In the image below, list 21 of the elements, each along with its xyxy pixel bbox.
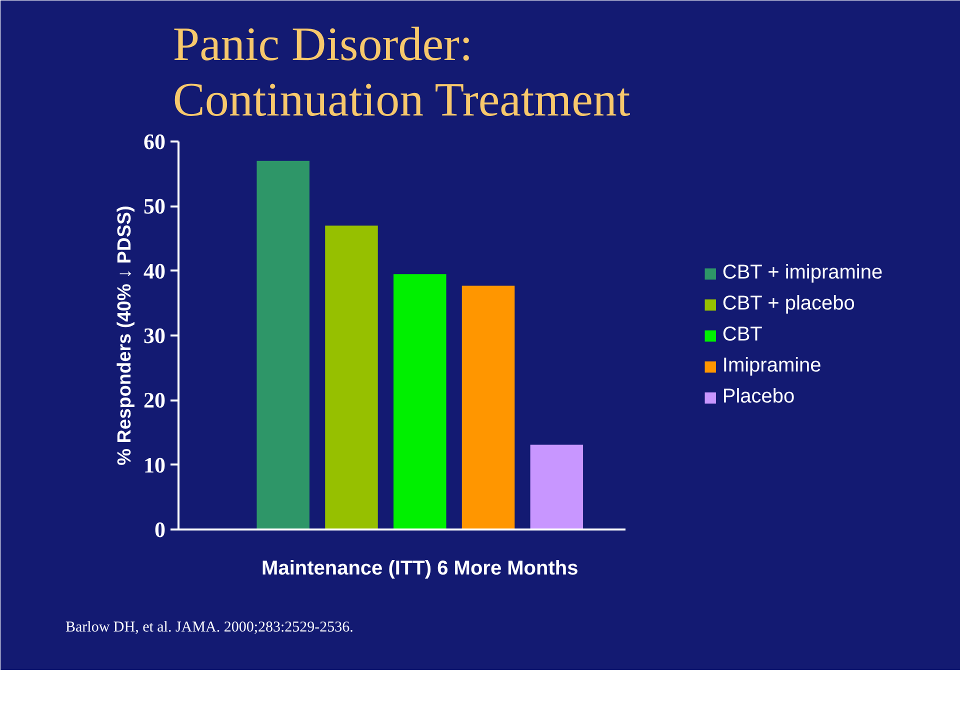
- legend-label: CBT: [722, 324, 762, 346]
- legend-label: Placebo: [722, 386, 795, 408]
- y-tick-label: 50: [144, 194, 166, 219]
- legend-label: CBT + imipramine: [722, 262, 883, 284]
- y-tick-label: 0: [154, 517, 166, 542]
- y-axis-title: % Responders (40% ↓ PDSS): [114, 206, 136, 466]
- legend-label: CBT + placebo: [722, 292, 855, 316]
- y-tick-label: 20: [144, 388, 166, 413]
- legend-label: Imipramine: [722, 354, 822, 378]
- bar: [325, 226, 378, 530]
- y-tick-label: 10: [144, 452, 166, 478]
- bar: [530, 444, 584, 530]
- bar: [462, 286, 515, 530]
- y-tick-label: 60: [144, 129, 166, 154]
- y-tick-label: 40: [144, 258, 166, 284]
- y-tick-label: 30: [144, 323, 166, 348]
- bar: [256, 160, 310, 530]
- bar: [394, 274, 446, 530]
- chart-title: Panic Disorder: Continuation Treatment: [172, 18, 631, 126]
- text: Barlow DH, et al. JAMA. 2000;283:2529-2536.: [66, 620, 354, 636]
- x-tick-label: Maintenance (ITT) 6 More Months: [262, 558, 578, 580]
